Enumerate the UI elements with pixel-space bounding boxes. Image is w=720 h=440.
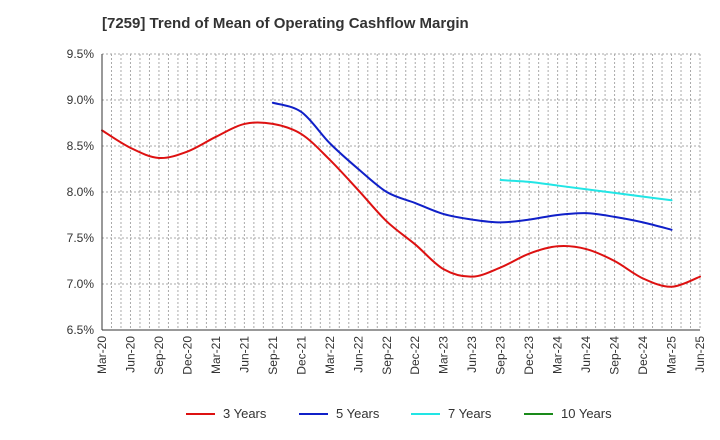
x-tick-label: Mar-25 — [665, 336, 679, 374]
x-tick-label: Sep-23 — [494, 336, 508, 375]
series-line-3-years — [101, 121, 701, 288]
x-tick-label: Mar-21 — [209, 336, 223, 374]
x-tick-label: Jun-23 — [465, 336, 479, 373]
x-tick-label: Jun-25 — [693, 336, 707, 373]
legend-label: 10 Years — [561, 406, 612, 421]
x-tick-label: Mar-24 — [551, 336, 565, 374]
x-tick-label: Dec-22 — [408, 336, 422, 375]
series-line-7-years — [499, 179, 673, 202]
x-tick-label: Jun-20 — [123, 336, 137, 373]
legend-label: 3 Years — [223, 406, 267, 421]
legend-layer: 3 Years 5 Years 7 Years 10 Years — [186, 406, 612, 421]
y-tick-label: 7.0% — [67, 277, 95, 291]
x-tick-label: Dec-21 — [294, 336, 308, 375]
x-tick-label: Dec-23 — [522, 336, 536, 375]
x-tick-label: Mar-22 — [323, 336, 337, 374]
x-tick-label: Jun-21 — [237, 336, 251, 373]
axis-layer: 6.5% 7.0% 7.5% 8.0% 8.5% 9.0% 9.5% Mar-20 Jun-20… — [67, 47, 707, 375]
legend-label: 7 Years — [448, 406, 492, 421]
x-tick-label: Jun-22 — [351, 336, 365, 373]
y-tick-label: 8.5% — [67, 139, 95, 153]
y-tick-label: 9.5% — [67, 47, 95, 61]
x-tick-label: Dec-24 — [636, 336, 650, 375]
chart-title: [7259] Trend of Mean of Operating Cashfl… — [102, 15, 469, 32]
legend-label: 5 Years — [336, 406, 380, 421]
x-tick-label: Mar-20 — [95, 336, 109, 374]
series-layer — [101, 101, 701, 288]
y-tick-label: 8.0% — [67, 185, 95, 199]
x-tick-label: Sep-24 — [608, 336, 622, 375]
x-tick-label: Jun-24 — [579, 336, 593, 373]
series-line-5-years — [271, 101, 673, 231]
x-tick-label: Mar-23 — [437, 336, 451, 374]
x-tick-label: Sep-22 — [380, 336, 394, 375]
x-tick-label: Sep-21 — [266, 336, 280, 375]
x-tick-label: Sep-20 — [152, 336, 166, 375]
y-tick-label: 6.5% — [67, 323, 95, 337]
y-tick-label: 9.0% — [67, 93, 95, 107]
y-tick-label: 7.5% — [67, 231, 95, 245]
x-tick-label: Dec-20 — [180, 336, 194, 375]
